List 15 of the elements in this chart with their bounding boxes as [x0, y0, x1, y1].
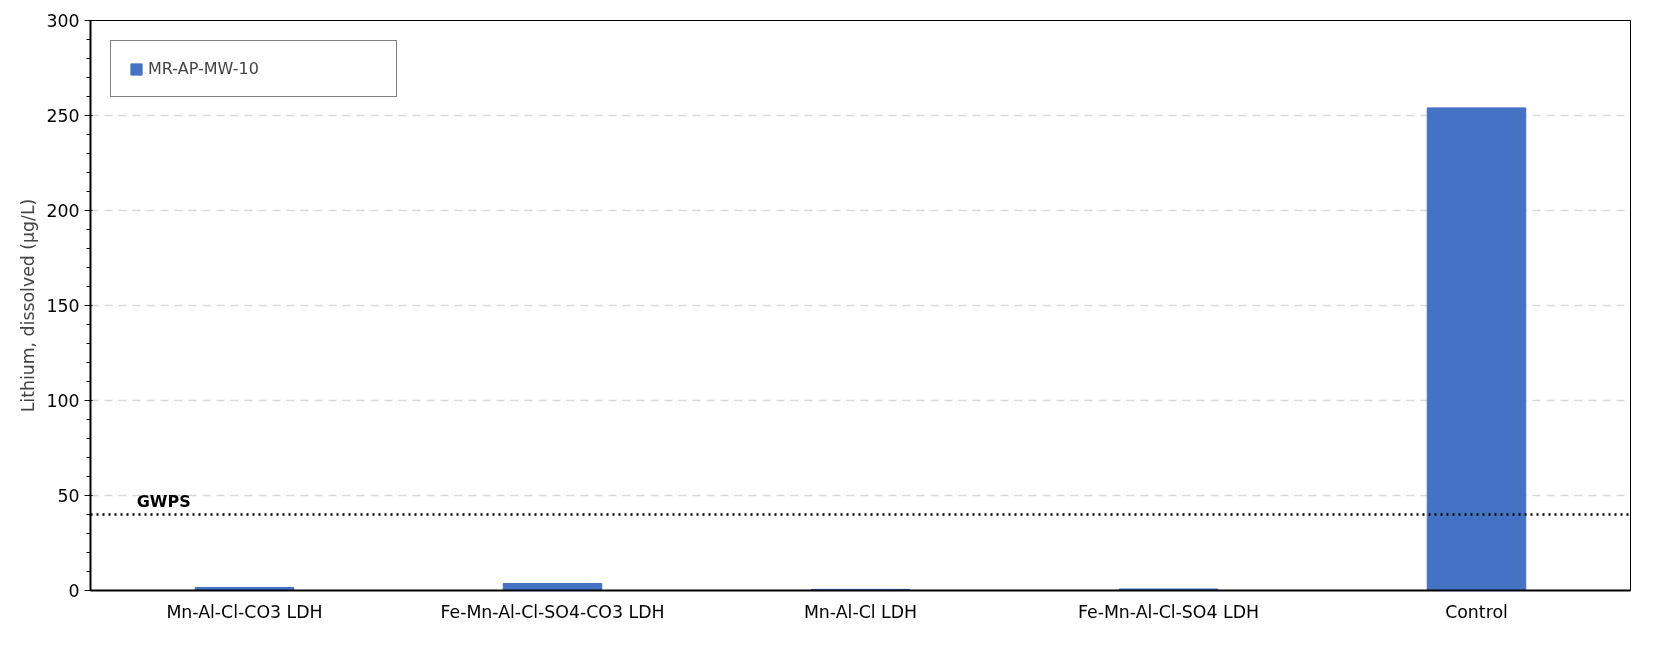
ref-line-label: GWPS — [136, 491, 191, 511]
y-tick-label: 0 — [68, 581, 80, 601]
y-tick-label: 250 — [46, 106, 80, 126]
legend-label: MR-AP-MW-10 — [148, 59, 260, 78]
y-tick-label: 100 — [46, 391, 80, 411]
y-tick-label: 300 — [46, 11, 80, 31]
y-tick-label: 50 — [57, 486, 80, 506]
x-tick-label: Mn-Al-Cl LDH — [803, 601, 918, 622]
x-tick-label: Control — [1445, 601, 1508, 622]
y-tick-label: 150 — [46, 296, 80, 316]
x-tick-label: Fe-Mn-Al-Cl-SO4-CO3 LDH — [440, 601, 665, 622]
y-axis-title: Lithium, dissolved (µg/L) — [18, 198, 39, 413]
x-tick-label: Fe-Mn-Al-Cl-SO4 LDH — [1077, 601, 1260, 622]
y-tick-label: 200 — [46, 201, 80, 221]
x-tick-label: Mn-Al-Cl-CO3 LDH — [166, 601, 323, 622]
